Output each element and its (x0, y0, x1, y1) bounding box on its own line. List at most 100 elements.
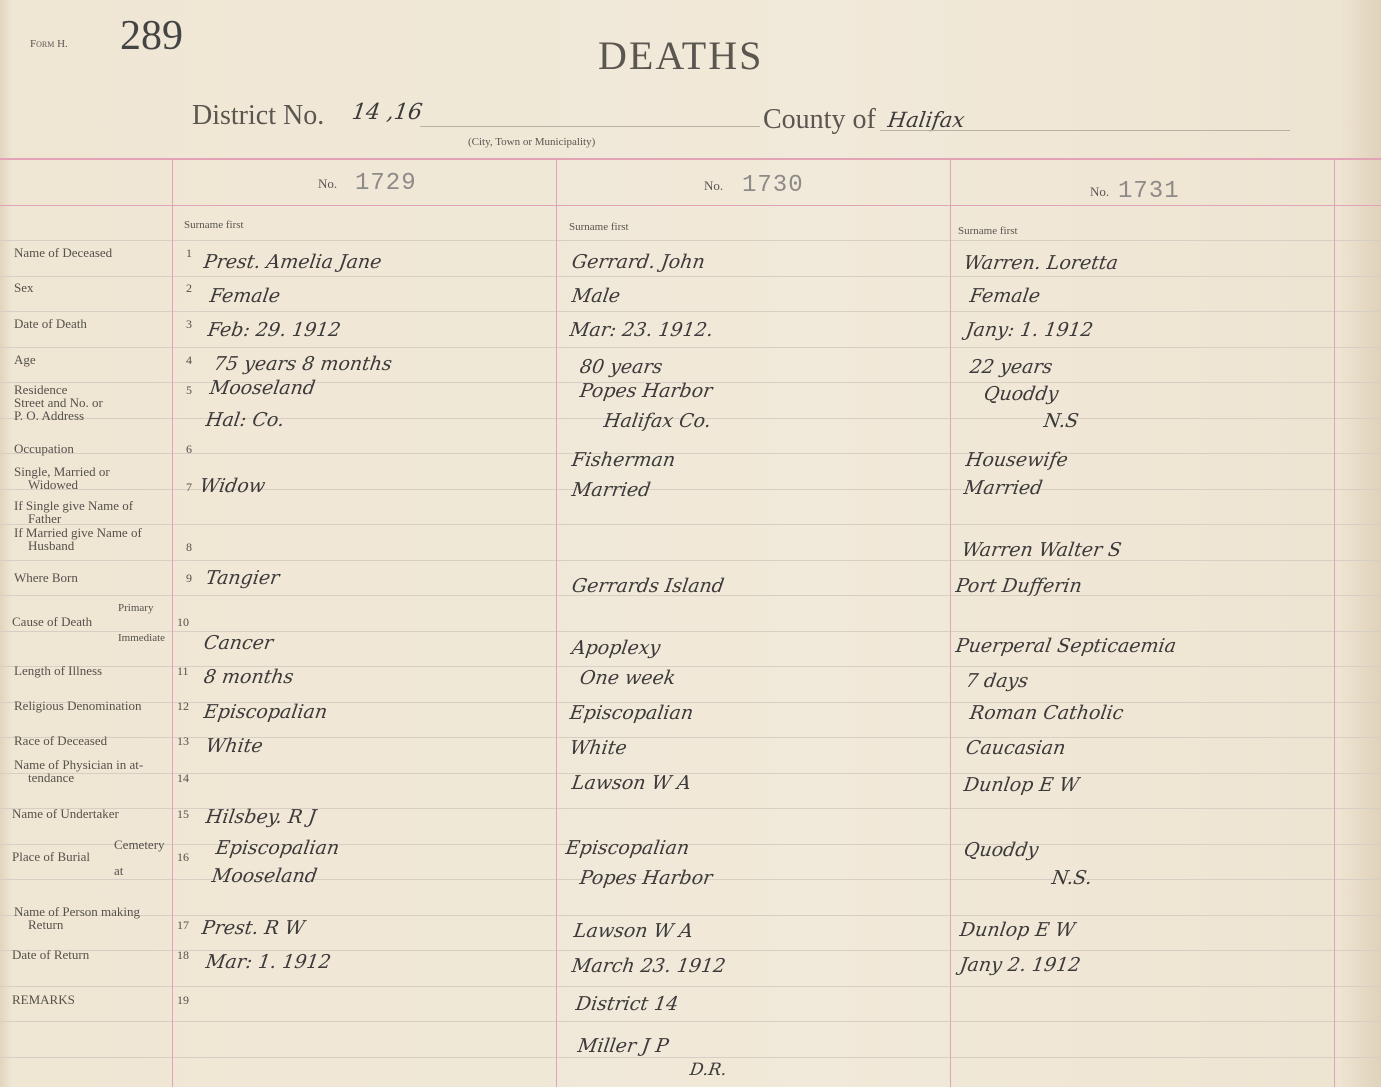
label-return-person: Name of Person making (14, 904, 141, 919)
c3-religion: Roman Catholic (968, 702, 1125, 724)
label-father: If Single give Name of (14, 498, 134, 513)
ledger-line (0, 311, 1381, 312)
municipality-line (420, 126, 760, 127)
c3-cause: Puerperal Septicaemia (954, 635, 1178, 657)
surname-hint: Surname first (958, 225, 1018, 237)
municipality-caption: (City, Town or Municipality) (468, 136, 596, 148)
c3-return-person: Dunlop E W (958, 919, 1077, 941)
ledger-line (0, 524, 1381, 525)
row-number: 12 (177, 699, 189, 713)
ledger-line (0, 276, 1381, 277)
row-number: 8 (186, 540, 192, 554)
label-undertaker: Name of Undertaker (12, 806, 119, 821)
label-father: Father (28, 511, 62, 526)
c2-remarks: District 14 (574, 993, 680, 1015)
record-no-label: No. (704, 178, 724, 193)
ledger-line (0, 240, 1381, 241)
label-physician: Name of Physician in at- (14, 757, 144, 772)
label-husband: If Married give Name of (14, 525, 142, 540)
c2-religion: Episcopalian (568, 702, 695, 724)
c1-where-born: Tangier (204, 567, 281, 589)
row-number: 10 (177, 615, 189, 629)
c1-sex: Female (208, 285, 282, 307)
c2-burial-at: Popes Harbor (578, 867, 714, 889)
c2-sex: Male (570, 285, 622, 307)
district-value: 14 ,16 (350, 100, 424, 125)
c3-physician: Dunlop E W (962, 774, 1081, 796)
county-line (880, 130, 1290, 131)
header-rule (0, 158, 1381, 160)
column-divider (172, 158, 173, 1087)
label-marital: Widowed (28, 477, 79, 492)
ledger-line (0, 1057, 1381, 1058)
label-marital: Single, Married or (14, 464, 110, 479)
label-husband: Husband (28, 538, 75, 553)
label-remarks: REMARKS (12, 992, 75, 1007)
number-row-rule (0, 205, 1381, 206)
ledger-line (0, 560, 1381, 561)
label-return-person: Return (28, 917, 64, 932)
ledger-line (0, 879, 1381, 880)
c2-date-of-death: Mar: 23. 1912. (568, 319, 715, 341)
label-name: Name of Deceased (14, 245, 113, 260)
page-number: 289 (120, 13, 183, 59)
column-divider (556, 158, 557, 1087)
c1-return-person: Prest. R W (200, 917, 306, 939)
form-label: Form H. (30, 38, 68, 50)
ledger-line (0, 808, 1381, 809)
surname-hint: Surname first (569, 221, 629, 233)
c3-sex: Female (968, 285, 1042, 307)
column-divider (950, 158, 951, 1087)
row-number: 11 (177, 664, 189, 678)
row-number: 4 (186, 353, 192, 367)
c3-residence: Quoddy (982, 383, 1060, 405)
row-number: 5 (186, 383, 192, 397)
ledger-line (0, 702, 1381, 703)
label-race: Race of Deceased (14, 733, 108, 748)
row-number: 2 (186, 281, 192, 295)
c1-residence: Hal: Co. (204, 409, 286, 431)
row-number: 16 (177, 850, 189, 864)
ledger-line (0, 631, 1381, 632)
c1-date-of-death: Feb: 29. 1912 (206, 319, 343, 341)
c2-illness: One week (578, 667, 677, 689)
c2-residence: Popes Harbor (578, 380, 714, 402)
label-occupation: Occupation (14, 441, 74, 456)
ledger-line (0, 915, 1381, 916)
row-number: 14 (177, 771, 189, 785)
c1-marital: Widow (198, 475, 267, 497)
ledger-line (0, 347, 1381, 348)
c2-return-person: Lawson W A (572, 920, 695, 942)
c2-marital: Married (570, 479, 652, 501)
c3-date-of-return: Jany 2. 1912 (958, 954, 1083, 976)
ledger-line (0, 418, 1381, 419)
page-title: DEATHS (598, 33, 764, 78)
ledger-line (0, 1021, 1381, 1022)
c2-cemetery: Episcopalian (564, 837, 691, 859)
county-value: Halifax (886, 108, 967, 132)
label-primary: Primary (118, 602, 154, 614)
c2-physician: Lawson W A (570, 772, 693, 794)
c3-race: Caucasian (964, 737, 1068, 759)
c3-where-born: Port Dufferin (954, 575, 1084, 597)
c2-where-born: Gerrards Island (570, 575, 726, 597)
column-divider (1334, 158, 1335, 1087)
c3-marital: Married (962, 477, 1044, 499)
c1-name: Prest. Amelia Jane (202, 251, 384, 273)
label-sex: Sex (14, 280, 34, 295)
ledger-line (0, 844, 1381, 845)
label-age: Age (14, 352, 36, 367)
ledger-line (0, 382, 1381, 383)
label-residence: Street and No. or (14, 395, 103, 410)
c1-burial-at: Mooseland (210, 865, 319, 887)
record-no-label: No. (1090, 184, 1110, 199)
row-number: 9 (186, 571, 192, 585)
label-date-of-return: Date of Return (12, 947, 90, 962)
row-number: 7 (186, 480, 192, 494)
c2-race: White (568, 737, 629, 759)
ledger-line (0, 595, 1381, 596)
label-date-of-death: Date of Death (14, 316, 87, 331)
record-no-label: No. (318, 176, 338, 191)
label-physician: tendance (28, 770, 75, 785)
c3-illness: 7 days (964, 670, 1030, 692)
